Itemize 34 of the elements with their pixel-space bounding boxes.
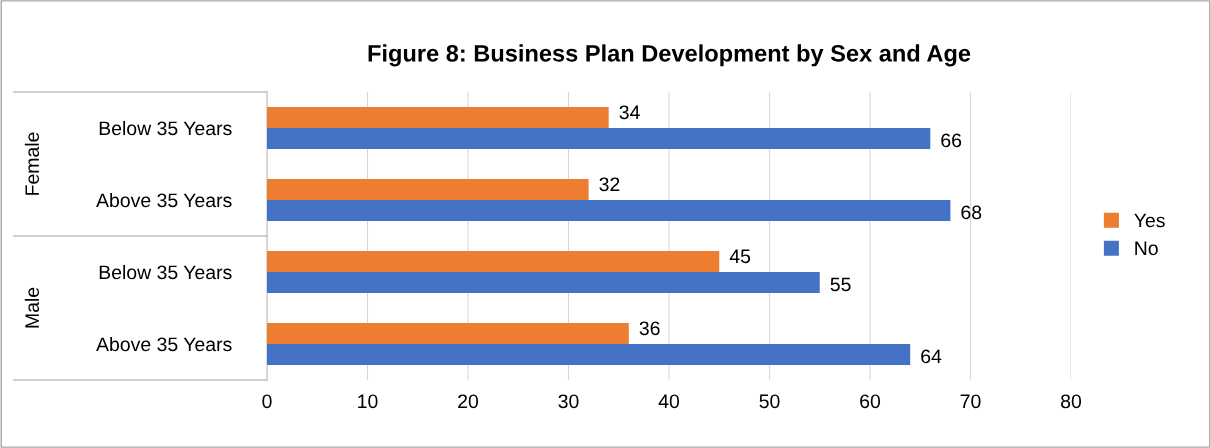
bar xyxy=(267,179,589,200)
data-label: 55 xyxy=(830,277,851,292)
x-tick-label: 10 xyxy=(358,394,378,409)
legend-label: Yes xyxy=(1134,213,1165,228)
data-label: 45 xyxy=(729,249,751,264)
data-label: 36 xyxy=(639,321,660,336)
data-label: 32 xyxy=(599,177,620,192)
y-tick-label: Above 35 Years xyxy=(96,336,232,352)
x-tick-label: 40 xyxy=(658,394,680,409)
bar xyxy=(267,200,951,221)
bar xyxy=(267,128,931,149)
x-tick-label: 0 xyxy=(262,394,272,409)
bar xyxy=(267,251,720,272)
bar xyxy=(267,272,820,293)
text: Male xyxy=(24,287,40,328)
bar xyxy=(267,107,609,128)
data-label: 68 xyxy=(961,205,982,220)
x-tick-label: 50 xyxy=(759,394,780,409)
chart-title: Figure 8: Business Plan Development by Sex and Age xyxy=(368,44,971,67)
data-label: 34 xyxy=(619,105,640,120)
x-tick-label: 60 xyxy=(860,394,881,409)
text: Female xyxy=(24,132,40,195)
x-tick-label: 80 xyxy=(1061,394,1082,409)
data-label: 64 xyxy=(921,349,942,364)
x-tick-label: 20 xyxy=(458,394,479,409)
y-tick-label: Below 35 Years xyxy=(99,120,232,136)
x-tick-label: 70 xyxy=(960,394,981,409)
legend-label: No xyxy=(1135,241,1158,256)
bar xyxy=(267,323,629,344)
y-tick-label: Below 35 Years xyxy=(99,264,232,280)
x-tick-label: 30 xyxy=(558,394,579,409)
data-label: 66 xyxy=(941,133,962,148)
bar xyxy=(267,344,911,365)
y-tick-label: Above 35 Years xyxy=(96,192,232,208)
